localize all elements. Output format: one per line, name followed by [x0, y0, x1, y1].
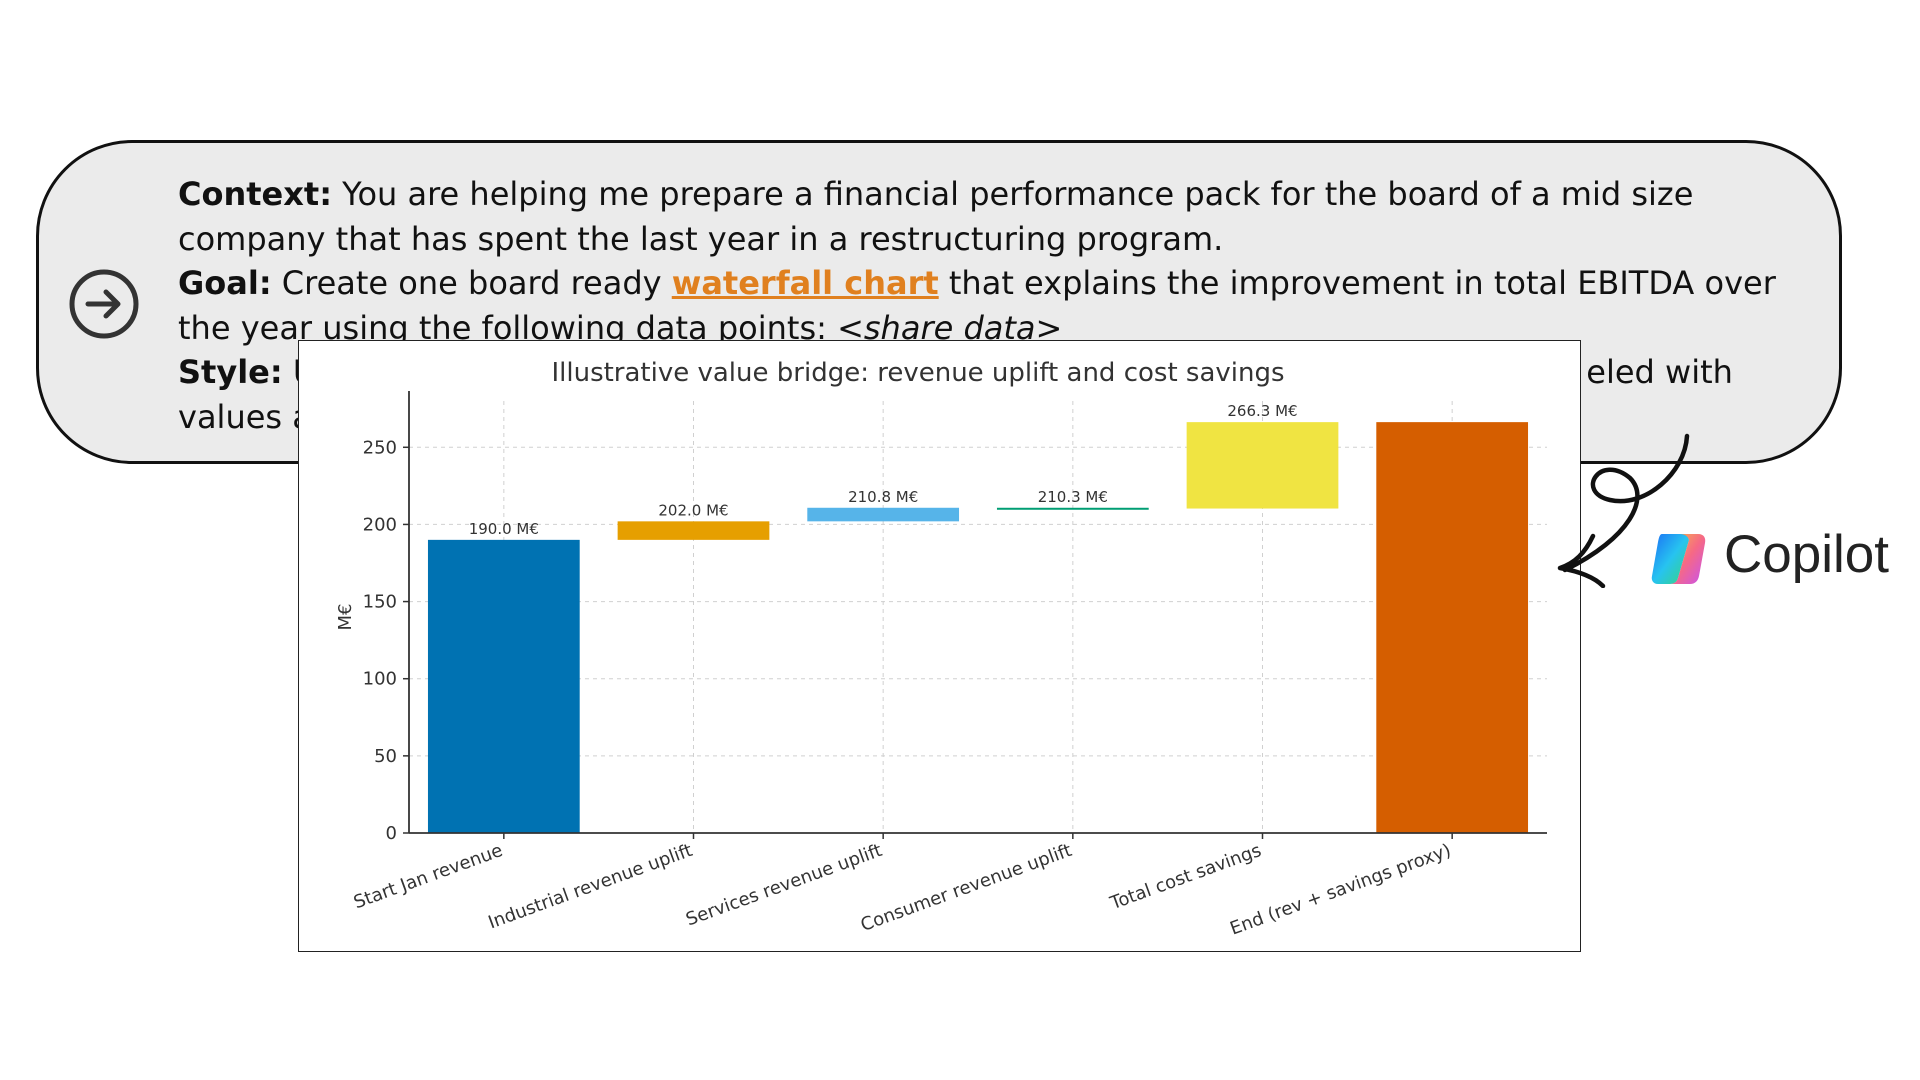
bar-5	[1186, 422, 1339, 509]
goal-text-1: Create one board ready	[271, 264, 672, 302]
chart-panel: 0 50 100 150 200 250 190.0 M€ 202.0 M€ 210.8 M€ 2…	[298, 340, 1581, 952]
context-paragraph: Context: You are helping me prepare a fi…	[178, 172, 1818, 261]
goal-label: Goal:	[178, 264, 272, 302]
style-text-end: eled with	[1586, 353, 1733, 391]
data-label: 266.3 M€	[1227, 402, 1297, 420]
data-label: 190.0 M€	[469, 520, 539, 538]
x-tick-label: Consumer revenue uplift	[858, 840, 1075, 936]
data-label: 210.3 M€	[1038, 488, 1108, 506]
bar-2	[617, 521, 770, 540]
y-tick-label: 200	[363, 514, 397, 535]
prompt-text: Context: You are helping me prepare a fi…	[178, 172, 1818, 439]
waterfall-chart-link[interactable]: waterfall chart	[671, 264, 939, 302]
context-text: You are helping me prepare a financial p…	[178, 175, 1694, 258]
copilot-logo-icon	[1651, 534, 1706, 584]
line5-text-start: values a	[178, 397, 312, 436]
x-tick-label: Industrial revenue uplift	[486, 840, 696, 933]
style-label: Style:	[178, 353, 283, 391]
x-tick-label: Start Jan revenue	[351, 840, 506, 913]
line5-paragraph: values a	[178, 395, 1818, 440]
copilot-name: Copilot	[1724, 525, 1889, 584]
waterfall-chart: 0 50 100 150 200 250 190.0 M€ 202.0 M€ 210.8 M€ 2…	[335, 358, 1547, 940]
data-label: 210.8 M€	[848, 488, 918, 506]
arrow-right-circle-icon	[69, 269, 139, 339]
chart-title: Illustrative value bridge: revenue uplif…	[551, 358, 1284, 388]
bar-4	[996, 507, 1149, 510]
y-tick-label: 100	[363, 669, 397, 690]
style-paragraph: Style: Ueled with	[178, 350, 1818, 395]
x-tick-label: Services revenue uplift	[683, 840, 885, 931]
bar-6	[1376, 422, 1529, 833]
y-tick-label: 0	[386, 823, 397, 844]
y-tick-label: 50	[374, 746, 397, 767]
curved-arrow-icon	[1557, 433, 1690, 588]
y-tick-label: 250	[363, 437, 397, 458]
send-button[interactable]	[68, 268, 140, 340]
context-label: Context:	[178, 175, 332, 213]
data-label: 202.0 M€	[658, 501, 728, 519]
y-axis-label: M€	[335, 604, 356, 631]
x-tick-label: Total cost savings	[1107, 840, 1265, 914]
y-tick-label: 150	[363, 592, 397, 613]
goal-paragraph: Goal: Create one board ready waterfall c…	[178, 261, 1818, 350]
bar-1	[427, 539, 580, 833]
bar-3	[807, 507, 960, 522]
